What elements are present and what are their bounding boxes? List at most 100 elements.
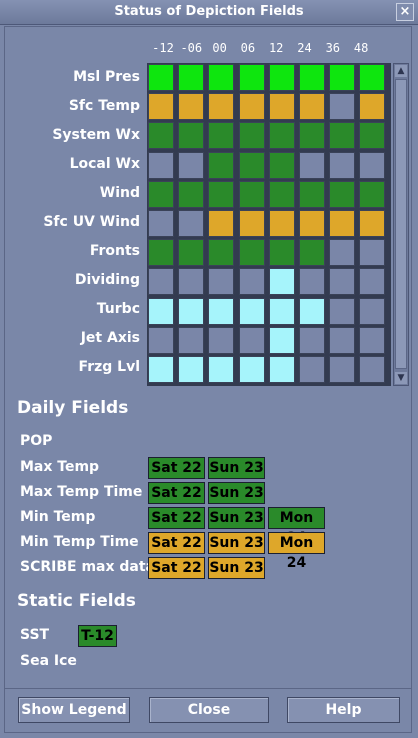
day-chip[interactable]: Mon 24 (268, 507, 325, 546)
status-cell[interactable] (238, 180, 265, 208)
status-cell[interactable] (359, 356, 386, 383)
status-cell[interactable] (208, 356, 235, 383)
status-cell[interactable] (299, 151, 325, 179)
status-cell[interactable] (148, 122, 174, 150)
status-cell[interactable] (299, 93, 325, 121)
status-cell[interactable] (238, 210, 265, 237)
status-cell[interactable] (268, 239, 295, 267)
status-cell[interactable] (208, 326, 235, 354)
status-cell[interactable] (238, 122, 265, 150)
status-cell[interactable] (329, 151, 356, 179)
status-cell[interactable] (238, 356, 265, 383)
status-cell[interactable] (148, 356, 174, 383)
static-chip[interactable]: T-12 (78, 625, 117, 647)
status-cell[interactable] (329, 297, 356, 325)
status-cell[interactable] (178, 326, 205, 354)
status-cell[interactable] (178, 64, 205, 91)
status-cell[interactable] (268, 151, 295, 179)
status-cell[interactable] (268, 210, 295, 237)
status-cell[interactable] (148, 151, 174, 179)
status-cell[interactable] (178, 268, 205, 296)
status-cell[interactable] (299, 64, 325, 91)
status-cell[interactable] (359, 64, 386, 91)
status-cell[interactable] (299, 122, 325, 150)
day-chip[interactable]: Sat 22 (148, 507, 205, 529)
day-chip[interactable]: Sun 23 (208, 457, 265, 479)
status-cell[interactable] (208, 151, 235, 179)
status-cell[interactable] (208, 93, 235, 121)
status-cell[interactable] (329, 180, 356, 208)
status-cell[interactable] (329, 64, 356, 91)
status-cell[interactable] (208, 297, 235, 325)
status-cell[interactable] (299, 239, 325, 267)
scrollbar-thumb[interactable] (395, 79, 407, 369)
status-cell[interactable] (238, 268, 265, 296)
status-cell[interactable] (148, 268, 174, 296)
status-cell[interactable] (238, 151, 265, 179)
status-cell[interactable] (268, 122, 295, 150)
status-cell[interactable] (329, 326, 356, 354)
status-cell[interactable] (329, 268, 356, 296)
status-cell[interactable] (299, 268, 325, 296)
status-cell[interactable] (178, 239, 205, 267)
status-cell[interactable] (299, 356, 325, 383)
day-chip[interactable]: Sun 23 (208, 482, 265, 504)
grid-scrollbar[interactable]: ▲ ▼ (393, 63, 409, 386)
status-cell[interactable] (148, 326, 174, 354)
status-cell[interactable] (299, 297, 325, 325)
status-cell[interactable] (329, 356, 356, 383)
day-chip[interactable]: Sun 23 (208, 507, 265, 529)
status-cell[interactable] (178, 180, 205, 208)
status-cell[interactable] (359, 93, 386, 121)
status-cell[interactable] (178, 297, 205, 325)
status-cell[interactable] (178, 210, 205, 237)
triangle-up-icon[interactable]: ▲ (395, 65, 407, 77)
status-cell[interactable] (299, 180, 325, 208)
status-cell[interactable] (359, 297, 386, 325)
status-cell[interactable] (299, 326, 325, 354)
status-cell[interactable] (359, 122, 386, 150)
status-cell[interactable] (329, 93, 356, 121)
status-cell[interactable] (148, 210, 174, 237)
status-cell[interactable] (148, 297, 174, 325)
day-chip[interactable]: Sun 23 (208, 532, 265, 554)
status-cell[interactable] (359, 326, 386, 354)
status-cell[interactable] (329, 122, 356, 150)
help-button[interactable]: Help (287, 697, 400, 723)
status-cell[interactable] (238, 326, 265, 354)
status-cell[interactable] (178, 356, 205, 383)
status-cell[interactable] (238, 93, 265, 121)
day-chip[interactable]: Sat 22 (148, 557, 205, 579)
status-cell[interactable] (148, 239, 174, 267)
status-cell[interactable] (359, 151, 386, 179)
status-cell[interactable] (148, 180, 174, 208)
day-chip[interactable]: Sat 22 (148, 482, 205, 504)
status-cell[interactable] (268, 180, 295, 208)
status-cell[interactable] (359, 239, 386, 267)
status-cell[interactable] (208, 64, 235, 91)
status-cell[interactable] (268, 356, 295, 383)
status-cell[interactable] (208, 210, 235, 237)
status-cell[interactable] (178, 93, 205, 121)
show-legend-button[interactable]: Show Legend (18, 697, 130, 723)
status-cell[interactable] (208, 268, 235, 296)
status-cell[interactable] (148, 93, 174, 121)
status-cell[interactable] (208, 122, 235, 150)
status-cell[interactable] (268, 297, 295, 325)
triangle-down-icon[interactable]: ▼ (395, 372, 407, 384)
close-button[interactable]: Close (149, 697, 269, 723)
status-cell[interactable] (268, 93, 295, 121)
day-chip[interactable]: Mon 24 (268, 532, 325, 571)
day-chip[interactable]: Sun 23 (208, 557, 265, 579)
close-window-button[interactable]: × (396, 3, 414, 21)
status-cell[interactable] (148, 64, 174, 91)
status-cell[interactable] (208, 180, 235, 208)
status-cell[interactable] (268, 326, 295, 354)
status-cell[interactable] (178, 122, 205, 150)
status-cell[interactable] (359, 180, 386, 208)
day-chip[interactable]: Sat 22 (148, 457, 205, 479)
status-cell[interactable] (238, 297, 265, 325)
day-chip[interactable]: Sat 22 (148, 532, 205, 554)
status-cell[interactable] (178, 151, 205, 179)
status-cell[interactable] (329, 210, 356, 237)
